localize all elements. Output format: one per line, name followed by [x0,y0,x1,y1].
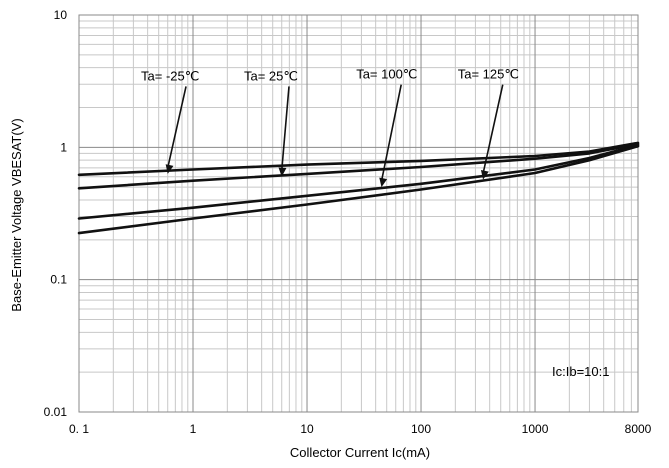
series-line-1 [77,142,640,190]
series-layer [77,141,640,235]
x-tick-label: 1000 [522,422,549,436]
x-tick-label: 8000 [625,422,652,436]
x-tick-label: 0. 1 [69,422,89,436]
series-arrowhead-0 [165,164,174,174]
series-label-0: Ta= -25℃ [141,68,199,83]
plot-frame [78,14,639,413]
y-tick-label: 0.01 [44,405,68,419]
series-arrow-1 [280,86,290,171]
series-label-1: Ta= 25℃ [244,68,298,83]
series-line-3 [77,144,640,235]
x-tick-labels: 0. 1 1 10 100 1000 8000 [69,422,652,436]
series-arrow-3 [482,84,504,174]
grid-major [79,15,638,412]
x-tick-label: 10 [300,422,314,436]
y-tick-label: 0.1 [50,273,67,287]
series-line-2 [77,143,640,220]
grid-minor [79,15,638,412]
y-tick-label: 10 [54,8,68,22]
y-tick-labels: 10 1 0.1 0.01 [44,8,68,419]
series-arrowhead-3 [480,170,489,180]
series-arrow-0 [166,86,187,169]
series-arrowhead-1 [278,167,287,177]
y-tick-label: 1 [60,140,67,154]
series-label-2: Ta= 100℃ [356,67,417,82]
series-arrowhead-2 [379,177,388,188]
x-tick-label: 100 [411,422,431,436]
x-axis-title: Collector Current Ic(mA) [290,445,430,460]
series-arrow-2 [380,84,402,182]
y-axis-title: Base-Emitter Voltage VBESAT(V) [9,118,24,311]
condition-label: Ic:Ib=10:1 [552,364,609,379]
x-tick-label: 1 [190,422,197,436]
series-line-0 [77,141,640,177]
annotation-layer: Ta= -25℃ Ta= 25℃ Ta= 100℃ Ta= 125℃ [141,67,519,188]
series-label-3: Ta= 125℃ [458,67,519,82]
